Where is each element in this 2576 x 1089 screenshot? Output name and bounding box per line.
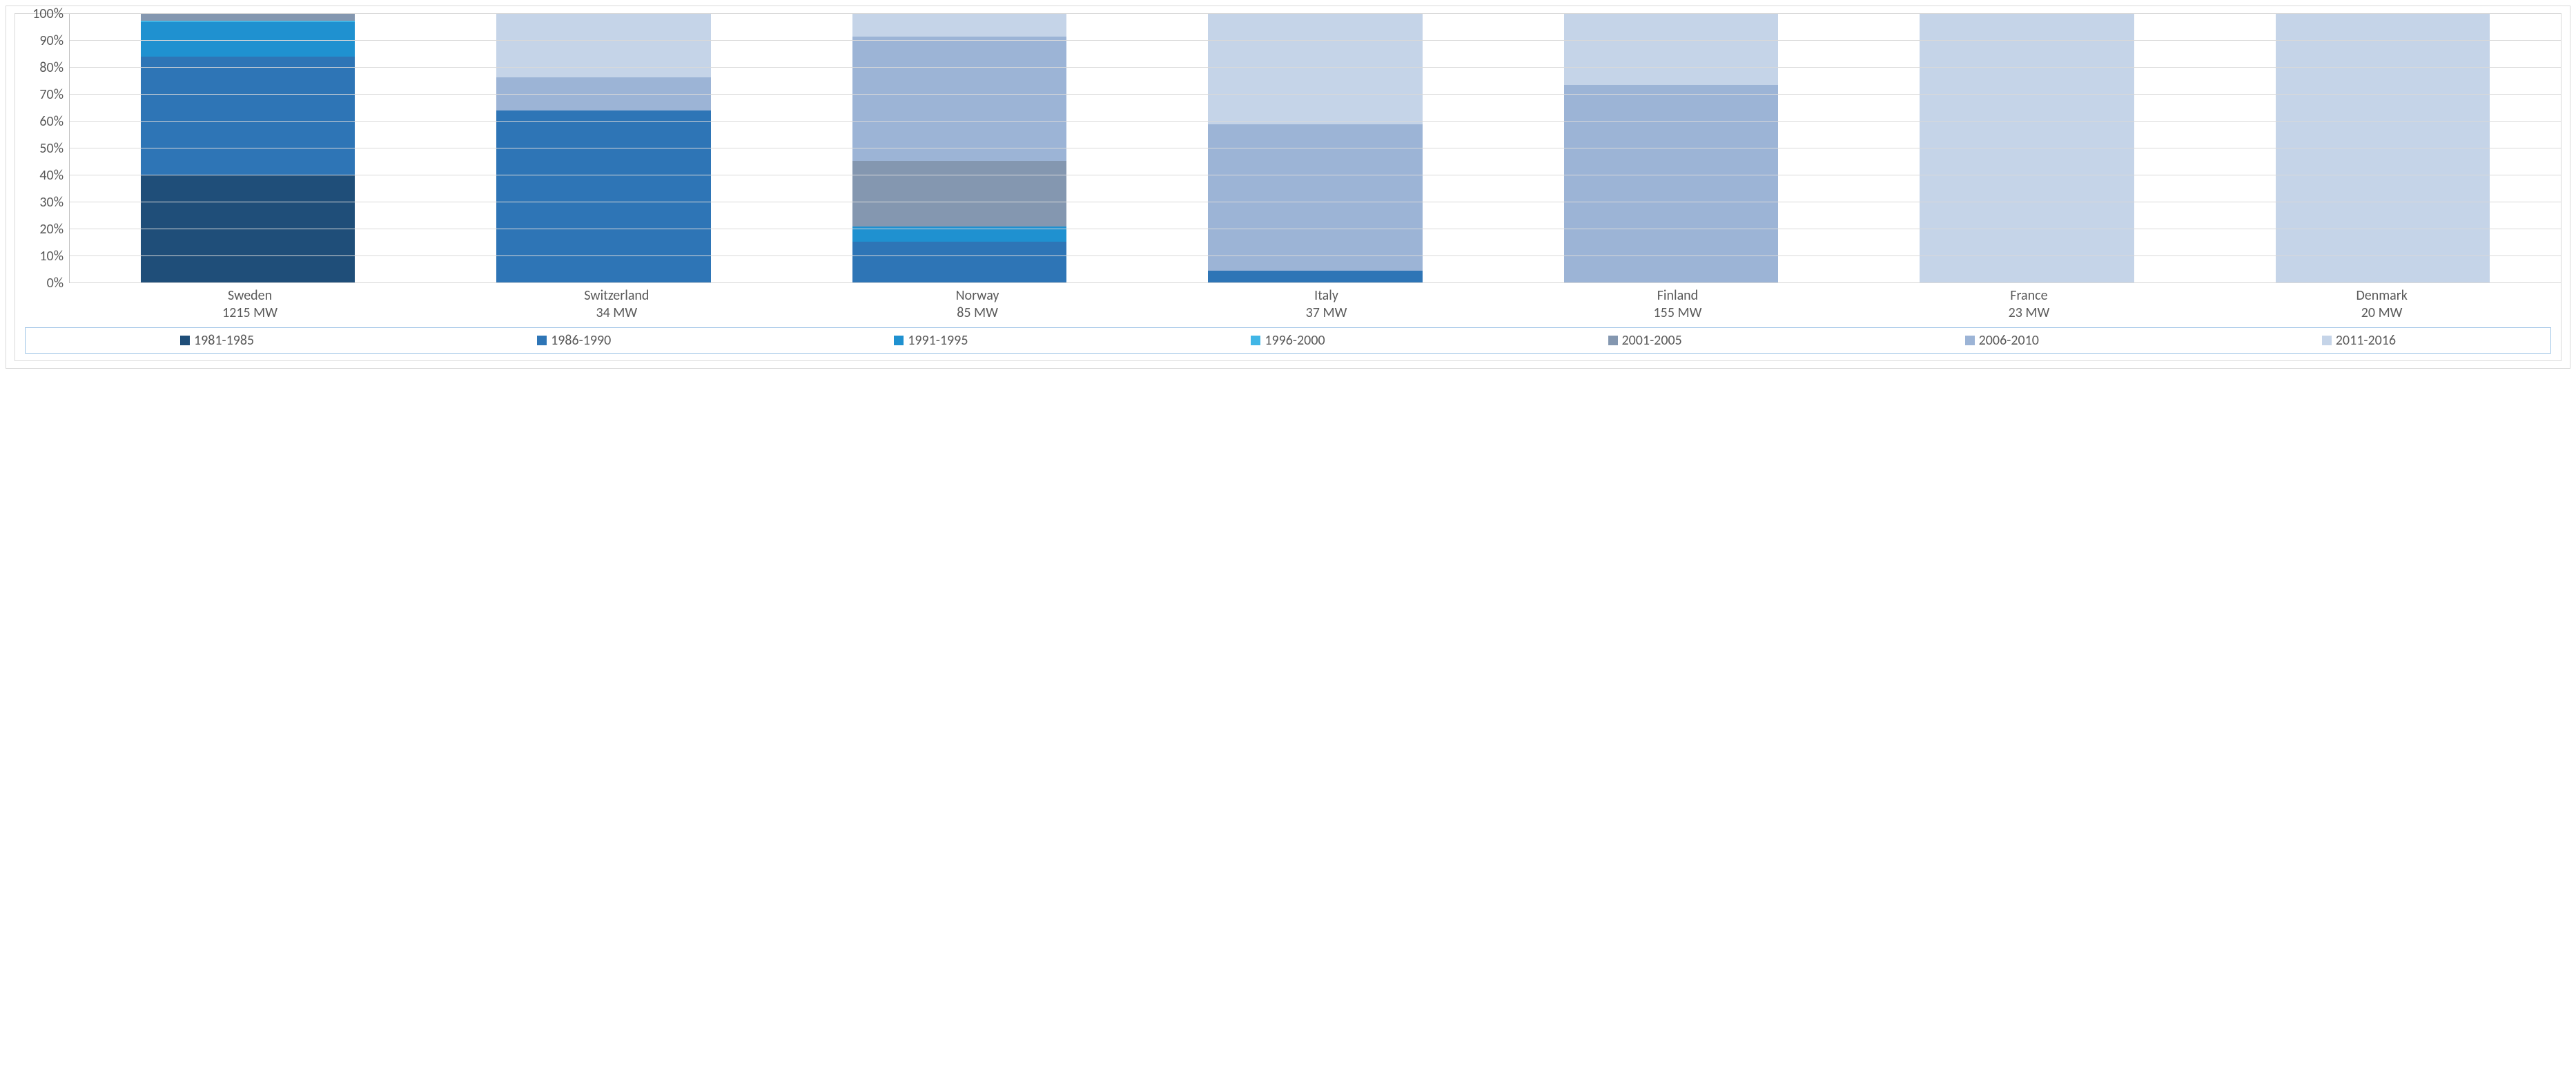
gridline (70, 67, 2561, 68)
bar-segment (852, 14, 1066, 37)
legend-swatch (1965, 336, 1975, 345)
bar-segment (1920, 14, 2134, 283)
x-axis-label: Finland155 MW (1654, 287, 1702, 322)
plot-row: 0%10%20%30%40%50%60%70%80%90%100% (15, 14, 2561, 283)
bar-segment (1208, 14, 1422, 124)
x-axis-label: Norway85 MW (956, 287, 999, 322)
y-tick-label: 30% (39, 194, 64, 211)
x-label-capacity: 34 MW (584, 305, 649, 322)
x-axis: Sweden1215 MW Switzerland34 MW Norway85 MW… (69, 283, 2561, 327)
bar-segment (1208, 124, 1422, 271)
gridline (70, 282, 2561, 283)
x-label-country: Sweden (222, 287, 277, 305)
bar-column (2276, 14, 2490, 283)
gridline (70, 40, 2561, 41)
x-label-country: France (2009, 287, 2050, 305)
x-axis-label: Sweden1215 MW (222, 287, 277, 322)
plot-area (69, 14, 2561, 283)
bar-segment (141, 14, 355, 21)
legend-swatch (180, 336, 190, 345)
bar-segment (1564, 14, 1778, 85)
bar-column (1208, 14, 1422, 283)
legend-label: 1991-1995 (908, 332, 968, 349)
y-tick-label: 80% (39, 59, 64, 76)
legend-swatch (537, 336, 547, 345)
legend-item: 1986-1990 (537, 332, 611, 349)
bar-segment (852, 37, 1066, 160)
chart-inner-border: 0%10%20%30%40%50%60%70%80%90%100% Sweden… (14, 13, 2562, 361)
gridline (70, 94, 2561, 95)
bar-segment (1564, 85, 1778, 283)
bar-segment (141, 57, 355, 175)
bar-segment (852, 242, 1066, 283)
y-tick-label: 100% (32, 6, 64, 22)
legend-item: 2006-2010 (1965, 332, 2039, 349)
legend-item: 1996-2000 (1251, 332, 1325, 349)
y-tick-label: 0% (47, 275, 64, 291)
bar-segment (496, 110, 710, 283)
bar-segment (852, 161, 1066, 227)
legend: 1981-1985 1986-1990 1991-1995 1996-2000 2001… (25, 327, 2551, 354)
bar-column (141, 14, 355, 283)
y-tick-label: 50% (39, 140, 64, 157)
y-tick-label: 40% (39, 167, 64, 184)
bar-segment (2276, 14, 2490, 283)
legend-label: 2011-2016 (2336, 332, 2396, 349)
legend-swatch (1251, 336, 1260, 345)
legend-swatch (1608, 336, 1618, 345)
gridline (70, 13, 2561, 14)
y-tick-label: 10% (39, 248, 64, 264)
bar-column (496, 14, 710, 283)
bar-column (1920, 14, 2134, 283)
legend-swatch (2322, 336, 2332, 345)
bar-column (1564, 14, 1778, 283)
legend-label: 1981-1985 (194, 332, 254, 349)
x-label-capacity: 155 MW (1654, 305, 1702, 322)
x-axis-label: Denmark20 MW (2356, 287, 2407, 322)
x-label-capacity: 23 MW (2009, 305, 2050, 322)
x-axis-label: Switzerland34 MW (584, 287, 649, 322)
x-label-capacity: 37 MW (1306, 305, 1347, 322)
legend-swatch (894, 336, 904, 345)
bar-column (852, 14, 1066, 283)
x-axis-label: Italy37 MW (1306, 287, 1347, 322)
y-axis: 0%10%20%30%40%50%60%70%80%90%100% (15, 14, 69, 283)
legend-item: 2011-2016 (2322, 332, 2396, 349)
x-label-capacity: 85 MW (956, 305, 999, 322)
x-label-country: Finland (1654, 287, 1702, 305)
legend-label: 2001-2005 (1622, 332, 1682, 349)
legend-item: 2001-2005 (1608, 332, 1682, 349)
x-label-capacity: 1215 MW (222, 305, 277, 322)
bar-segment (1208, 271, 1422, 283)
legend-item: 1991-1995 (894, 332, 968, 349)
x-label-country: Denmark (2356, 287, 2407, 305)
legend-label: 2006-2010 (1979, 332, 2039, 349)
bar-segment (141, 175, 355, 283)
x-label-country: Switzerland (584, 287, 649, 305)
x-label-country: Italy (1306, 287, 1347, 305)
bars-container (70, 14, 2561, 283)
y-tick-label: 70% (39, 86, 64, 103)
x-axis-row: Sweden1215 MW Switzerland34 MW Norway85 MW… (15, 283, 2561, 327)
chart-outer-border: 0% 10% 20% 30% 40% 50% 60% 70% 80% 90% 100% Sweden… (6, 6, 2570, 369)
gridline (70, 121, 2561, 122)
legend-label: 1996-2000 (1265, 332, 1325, 349)
legend-item: 1981-1985 (180, 332, 254, 349)
x-axis-label: France23 MW (2009, 287, 2050, 322)
x-label-capacity: 20 MW (2356, 305, 2407, 322)
y-tick-label: 60% (39, 113, 64, 130)
y-tick-label: 90% (39, 32, 64, 49)
y-tick-label: 20% (39, 221, 64, 238)
legend-label: 1986-1990 (551, 332, 611, 349)
x-label-country: Norway (956, 287, 999, 305)
